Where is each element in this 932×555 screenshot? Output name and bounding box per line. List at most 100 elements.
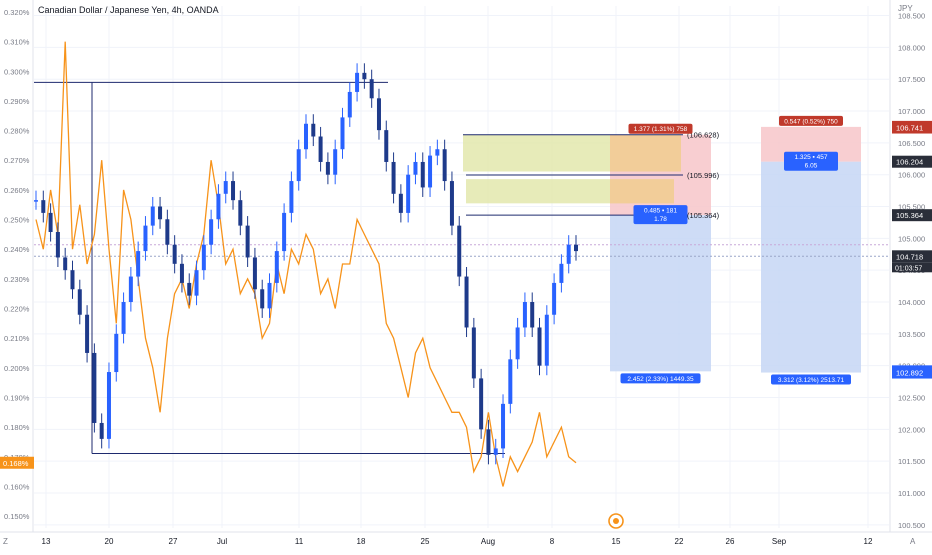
candle-body xyxy=(384,130,389,162)
x-tick-label: 25 xyxy=(421,537,430,546)
candle-body xyxy=(172,244,177,264)
target-label-box xyxy=(620,373,701,384)
candle-body xyxy=(150,206,155,226)
left-tick-label: 0.300% xyxy=(4,67,30,76)
entry-label-box xyxy=(633,205,688,225)
timezone-toggle[interactable]: Z xyxy=(3,537,8,546)
x-tick-label: 20 xyxy=(105,537,114,546)
target-label-box xyxy=(771,374,851,385)
candle-body xyxy=(318,136,323,162)
price-tags: 0.168%106.751106.741106.204105.364104.71… xyxy=(0,120,932,469)
price-series xyxy=(34,63,578,465)
x-tick-label: 22 xyxy=(675,537,684,546)
price-tag-label: 104.718 xyxy=(896,252,923,261)
candle-body xyxy=(209,219,214,245)
candle-body xyxy=(325,161,330,175)
target-label: 2.452 (2.33%) 1449.35 xyxy=(627,376,694,383)
candle-body xyxy=(413,161,418,175)
spread-value-label: 0.168% xyxy=(3,459,29,468)
candle-body xyxy=(333,149,338,175)
entry-label-box xyxy=(784,151,838,171)
candle-body xyxy=(486,429,491,455)
candle-body xyxy=(304,123,308,150)
right-tick-label: 101.000 xyxy=(898,489,925,498)
spread-value-tag xyxy=(0,456,34,469)
x-tick-label: 12 xyxy=(864,537,873,546)
spread-line xyxy=(35,41,577,487)
candle-body xyxy=(282,212,287,252)
right-tick-label: 106.000 xyxy=(898,171,925,180)
left-tick-label: 0.200% xyxy=(4,364,30,373)
candle-body xyxy=(70,270,75,290)
candle-body xyxy=(311,123,316,137)
candle-body xyxy=(574,244,578,252)
candle-body xyxy=(187,282,192,296)
candle-body xyxy=(406,174,411,213)
candle-body xyxy=(347,91,352,118)
entry-ratio-label: 1.78 xyxy=(654,216,667,223)
candle-body xyxy=(48,212,53,232)
left-tick-label: 0.240% xyxy=(4,245,30,254)
candle-body xyxy=(442,149,447,182)
candle-body xyxy=(296,149,301,182)
candle-body xyxy=(231,181,236,201)
candle-body xyxy=(77,289,82,315)
left-tick-label: 0.160% xyxy=(4,482,30,491)
candle-body xyxy=(238,200,243,226)
left-tick-label: 0.250% xyxy=(4,216,30,225)
auto-scale-toggle[interactable]: A xyxy=(910,537,916,546)
replay-icon[interactable] xyxy=(608,513,624,529)
countdown-label: 01:03:57 xyxy=(895,265,922,272)
candle-body xyxy=(449,181,454,226)
chart-title: Canadian Dollar / Japanese Yen, 4h, OAND… xyxy=(38,5,219,15)
x-tick-label: 15 xyxy=(612,537,621,546)
x-tick-label: Sep xyxy=(772,537,787,546)
price-tag-label: 106.741 xyxy=(896,124,923,133)
right-tick-label: 106.500 xyxy=(898,139,925,148)
candle-body xyxy=(464,276,469,328)
left-tick-label: 0.210% xyxy=(4,334,30,343)
candle-body xyxy=(376,98,381,131)
candle-body xyxy=(398,193,403,213)
x-tick-label: Jul xyxy=(217,537,227,546)
left-tick-label: 0.320% xyxy=(4,8,30,17)
candle-body xyxy=(479,378,484,430)
left-tick-label: 0.230% xyxy=(4,275,30,284)
candle-body xyxy=(501,403,506,449)
x-tick-label: 27 xyxy=(169,537,178,546)
right-tick-label: 103.500 xyxy=(898,330,925,339)
candle-body xyxy=(114,333,119,373)
candle-body xyxy=(260,289,265,309)
candle-body xyxy=(128,276,133,303)
grid-layer xyxy=(34,6,889,528)
price-tag-label: 105.364 xyxy=(896,211,923,220)
x-tick-label: 18 xyxy=(357,537,366,546)
stop-label: 0.547 (0.52%) 750 xyxy=(784,118,838,125)
candle-body xyxy=(63,257,68,271)
left-tick-label: 0.290% xyxy=(4,97,30,106)
candle-body xyxy=(435,149,440,156)
stop-label: 1.377 (1.31%) 758 xyxy=(634,126,688,133)
candle-body xyxy=(106,372,111,439)
candle-body xyxy=(369,79,374,99)
candle-body xyxy=(92,352,97,423)
candle-body xyxy=(515,327,520,360)
candle-body xyxy=(41,200,46,213)
left-tick-label: 0.270% xyxy=(4,156,30,165)
price-tag-label: 102.892 xyxy=(896,369,923,378)
candle-body xyxy=(223,181,228,194)
right-tick-label: 102.000 xyxy=(898,425,925,434)
candle-body xyxy=(121,302,126,334)
position-zones xyxy=(463,126,861,373)
right-tick-label: 101.500 xyxy=(898,457,925,466)
price-tag xyxy=(892,366,932,379)
left-tick-label: 0.180% xyxy=(4,423,30,432)
candle-body xyxy=(391,161,396,194)
right-tick-label: 107.000 xyxy=(898,107,925,116)
candle-body xyxy=(355,72,360,92)
x-tick-label: Aug xyxy=(481,537,495,546)
entry-ratio-label: 6.05 xyxy=(805,163,818,170)
